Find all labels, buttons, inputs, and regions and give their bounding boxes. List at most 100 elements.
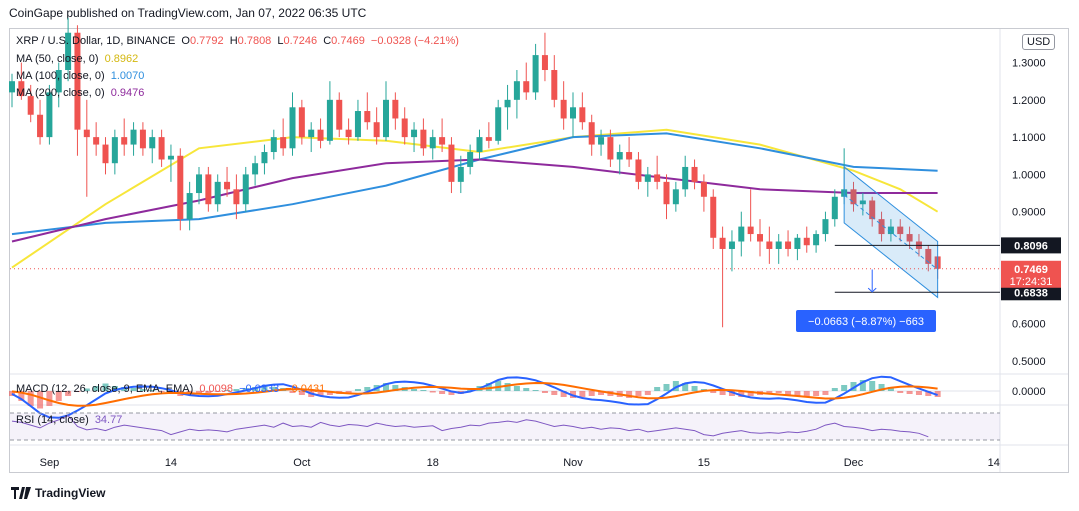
x-tick-label: Nov [563, 457, 583, 469]
macd-histogram-bar [906, 391, 913, 394]
brand-name: TradingView [35, 486, 106, 500]
candle-body [644, 174, 651, 182]
candle-body [925, 248, 932, 264]
currency-button[interactable]: USD [1022, 34, 1056, 50]
macd-histogram-bar [83, 388, 90, 391]
macd-histogram-bar [728, 391, 735, 396]
macd-histogram-bar [439, 391, 446, 394]
macd-histogram-bar [925, 391, 932, 396]
rsi-legend[interactable]: RSI (14, close) 34.77 [16, 414, 125, 426]
macd-histogram-bar [934, 391, 941, 397]
y-tick-label: 0.5000 [1012, 356, 1046, 368]
candle-body [420, 129, 427, 149]
ma200-label: MA (200, close, 0) [16, 87, 105, 99]
macd-histogram-bar [775, 391, 782, 393]
ohlc-low: 0.7246 [283, 35, 318, 47]
candle-body [364, 111, 371, 123]
rsi-label: RSI (14, close) [16, 414, 89, 426]
x-tick-label: 14 [988, 457, 1000, 469]
macd-histogram-bar [682, 383, 689, 391]
candle-body [616, 152, 623, 160]
macd-histogram-bar [813, 391, 820, 396]
candle-body [308, 129, 315, 138]
ma200-value: 0.9476 [110, 87, 145, 99]
macd-histogram-bar [794, 391, 801, 396]
macd-histogram-bar [635, 391, 642, 396]
candle-body [887, 226, 894, 235]
candle-body [747, 226, 754, 235]
candle-body [598, 137, 605, 145]
rsi-line [11, 415, 929, 438]
macd-histogram-bar [822, 391, 829, 395]
macd-histogram-bar [532, 390, 539, 391]
macd-histogram-bar [429, 391, 436, 393]
y-tick-label: 1.3000 [1012, 58, 1046, 70]
macd-histogram-bar [915, 391, 922, 395]
macd-histogram-bar [261, 386, 268, 391]
candle-body [663, 181, 670, 205]
ma100-value: 1.0070 [110, 70, 145, 82]
candle-body [831, 196, 838, 220]
macd-histogram-bar [93, 386, 100, 391]
macd-histogram-bar [513, 386, 520, 391]
candle-body [850, 189, 857, 205]
candle-body [719, 237, 726, 249]
ma100-label: MA (100, close, 0) [16, 70, 105, 82]
macd-histogram-bar [9, 391, 15, 396]
candle-body [803, 237, 810, 246]
macd-histogram-bar [485, 383, 492, 391]
candle-body [270, 137, 277, 153]
countdown-tag: 17:24:31 [1010, 276, 1053, 288]
macd-histogram-bar [18, 391, 25, 401]
candle-body [728, 241, 735, 249]
candle-body [775, 241, 782, 249]
ma50-legend[interactable]: MA (50, close, 0) 0.8962 [16, 53, 141, 65]
macd-histogram-bar [785, 391, 792, 395]
macd-histogram-bar [579, 391, 586, 397]
candle-body [102, 144, 109, 164]
current-price-tag: 0.7469 [1014, 264, 1048, 276]
candle-body [289, 107, 296, 149]
macd-y-tick-label: 0.0000 [1012, 386, 1046, 398]
candle-body [766, 241, 773, 249]
candle-body [74, 32, 81, 130]
candle-body [504, 99, 511, 108]
candle-body [280, 137, 287, 149]
ma200-line [11, 158, 938, 243]
ma100-line [11, 132, 938, 236]
ma100-legend[interactable]: MA (100, close, 0) 1.0070 [16, 70, 147, 82]
candle-body [495, 107, 502, 141]
candle-body [560, 99, 567, 119]
macd-legend[interactable]: MACD (12, 26, close, 9, EMA, EMA) 0.0098… [16, 383, 328, 395]
ohlc-open: 0.7792 [189, 35, 224, 47]
candle-body [326, 99, 333, 141]
ma50-line [11, 128, 939, 269]
tradingview-logo-icon [11, 487, 31, 499]
candle-body [570, 107, 576, 119]
macd-histogram-bar [831, 388, 838, 391]
candle-body [532, 55, 539, 93]
candle-body [878, 219, 885, 235]
tradingview-brand: TradingView [11, 486, 105, 500]
channel-midline [843, 194, 938, 270]
macd-histogram-bar [654, 387, 661, 391]
candle-body [672, 189, 679, 205]
macd-histogram-bar [598, 391, 605, 395]
candle-body [27, 96, 34, 115]
macd-histogram-bar [878, 384, 885, 391]
y-tick-label: 1.2000 [1012, 95, 1046, 107]
ma200-legend[interactable]: MA (200, close, 0) 0.9476 [16, 87, 147, 99]
macd-histogram-bar [719, 391, 726, 395]
macd-histogram-bar [411, 389, 418, 391]
candle-body [37, 114, 44, 138]
macd-histogram-bar [383, 383, 389, 391]
macd-histogram-bar [205, 391, 212, 393]
macd-histogram-bar [523, 388, 530, 391]
ohlc-close-label: C [323, 35, 332, 47]
candle-body [158, 137, 165, 160]
macd-histogram-bar [887, 387, 894, 391]
macd-histogram-bar [560, 391, 567, 397]
macd-histogram-bar [354, 389, 361, 391]
rsi-value: 34.77 [94, 414, 123, 426]
support-price-tag: 0.6838 [1014, 287, 1048, 299]
